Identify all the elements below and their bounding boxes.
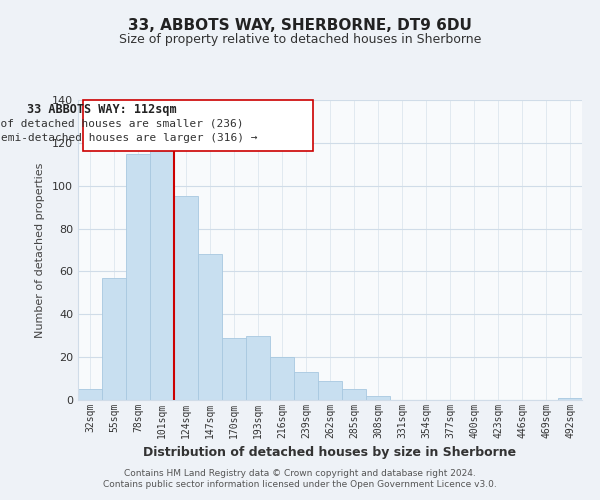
Bar [150, 152, 174, 400]
Text: 57% of semi-detached houses are larger (316) →: 57% of semi-detached houses are larger (… [0, 133, 257, 143]
Text: 33 ABBOTS WAY: 112sqm: 33 ABBOTS WAY: 112sqm [27, 103, 177, 116]
Text: Contains public sector information licensed under the Open Government Licence v3: Contains public sector information licen… [103, 480, 497, 489]
Bar [198, 254, 222, 400]
Bar [78, 390, 102, 400]
Text: Size of property relative to detached houses in Sherborne: Size of property relative to detached ho… [119, 32, 481, 46]
Bar [294, 372, 318, 400]
Bar [102, 278, 126, 400]
Bar [558, 398, 582, 400]
Bar [318, 380, 342, 400]
Bar [366, 396, 390, 400]
Bar [222, 338, 246, 400]
Bar [174, 196, 198, 400]
Text: ← 42% of detached houses are smaller (236): ← 42% of detached houses are smaller (23… [0, 118, 244, 128]
Y-axis label: Number of detached properties: Number of detached properties [35, 162, 45, 338]
Bar [246, 336, 270, 400]
Bar [83, 100, 313, 152]
Text: Contains HM Land Registry data © Crown copyright and database right 2024.: Contains HM Land Registry data © Crown c… [124, 468, 476, 477]
Bar [126, 154, 150, 400]
Text: 33, ABBOTS WAY, SHERBORNE, DT9 6DU: 33, ABBOTS WAY, SHERBORNE, DT9 6DU [128, 18, 472, 32]
Bar [342, 390, 366, 400]
Bar [270, 357, 294, 400]
X-axis label: Distribution of detached houses by size in Sherborne: Distribution of detached houses by size … [143, 446, 517, 460]
